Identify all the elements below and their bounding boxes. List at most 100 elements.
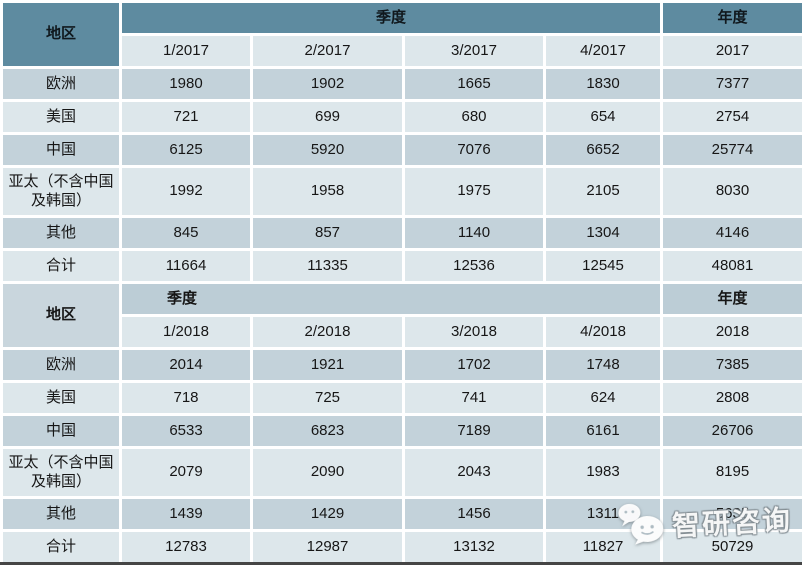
data-cell: 680 — [402, 99, 546, 135]
data-cell: 5635 — [660, 496, 802, 532]
data-cell: 725 — [250, 380, 405, 416]
data-cell: 6161 — [542, 413, 664, 449]
quarter-column-label: 1/2017 — [119, 33, 253, 69]
region-cell: 合计 — [0, 529, 122, 565]
header-cell-year: 年度 — [660, 281, 802, 317]
data-cell: 1429 — [250, 496, 405, 532]
data-cell: 12545 — [542, 248, 664, 284]
table-row: 欧洲 2014 1921 1702 1748 7385 — [0, 347, 802, 383]
data-cell: 26706 — [660, 413, 802, 449]
data-cell: 11335 — [250, 248, 405, 284]
data-cell: 857 — [250, 215, 405, 251]
data-cell: 48081 — [660, 248, 802, 284]
data-cell: 2014 — [119, 347, 253, 383]
year-column-label: 2017 — [660, 33, 802, 69]
data-cell: 741 — [402, 380, 546, 416]
region-cell: 中国 — [0, 132, 122, 168]
region-cell: 美国 — [0, 99, 122, 135]
data-cell: 1975 — [402, 165, 546, 218]
data-cell: 1439 — [119, 496, 253, 532]
table-row: 合计 11664 11335 12536 12545 48081 — [0, 248, 802, 284]
data-cell: 1902 — [250, 66, 405, 102]
data-cell: 8195 — [660, 446, 802, 499]
data-cell: 13132 — [402, 529, 546, 565]
region-cell: 亚太（不含中国及韩国） — [0, 165, 122, 218]
data-cell: 7189 — [402, 413, 546, 449]
data-cell: 1304 — [542, 215, 664, 251]
data-cell: 11664 — [119, 248, 253, 284]
data-cell: 1992 — [119, 165, 253, 218]
data-cell: 2090 — [250, 446, 405, 499]
year-column-label: 2018 — [660, 314, 802, 350]
data-cell: 5920 — [250, 132, 405, 168]
data-cell: 1702 — [402, 347, 546, 383]
data-cell: 2105 — [542, 165, 664, 218]
data-cell: 1980 — [119, 66, 253, 102]
header-cell-region: 地区 — [0, 0, 122, 69]
quarter-column-label: 2/2017 — [250, 33, 405, 69]
region-cell: 其他 — [0, 215, 122, 251]
data-cell: 12536 — [402, 248, 546, 284]
data-cell: 7377 — [660, 66, 802, 102]
quarter-column-label: 3/2017 — [402, 33, 546, 69]
data-cell: 1311 — [542, 496, 664, 532]
header-cell-quarter: 季度 — [118, 0, 664, 36]
data-cell: 7076 — [402, 132, 546, 168]
data-cell: 1983 — [542, 446, 664, 499]
data-cell: 50729 — [660, 529, 802, 565]
data-cell: 1830 — [542, 66, 664, 102]
data-cell: 2079 — [119, 446, 253, 499]
data-cell: 7385 — [660, 347, 802, 383]
region-cell: 其他 — [0, 496, 122, 532]
header-cell-region: 地区 — [0, 281, 122, 350]
data-cell: 699 — [250, 99, 405, 135]
data-cell: 12783 — [119, 529, 253, 565]
table-row: 亚太（不含中国及韩国） 2079 2090 2043 1983 8195 — [0, 446, 802, 499]
table-row: 其他 845 857 1140 1304 4146 — [0, 215, 802, 251]
quarter-column-label: 4/2017 — [542, 33, 664, 69]
bottom-border-line — [0, 562, 802, 565]
data-cell: 25774 — [660, 132, 802, 168]
header-cell-year: 年度 — [660, 0, 802, 36]
region-cell: 欧洲 — [0, 66, 122, 102]
quarter-column-label: 1/2018 — [119, 314, 253, 350]
table-row: 美国 718 725 741 624 2808 — [0, 380, 802, 416]
data-cell: 845 — [119, 215, 253, 251]
data-cell: 721 — [119, 99, 253, 135]
data-cell: 1140 — [402, 215, 546, 251]
header-cell-quarter: 季度 — [118, 281, 664, 317]
data-cell: 12987 — [250, 529, 405, 565]
section-1-subheader-row: 1/2017 2/2017 3/2017 4/2017 2017 — [2, 33, 802, 69]
data-cell: 6125 — [119, 132, 253, 168]
data-cell: 624 — [542, 380, 664, 416]
data-cell: 4146 — [660, 215, 802, 251]
section-1-header-row: 地区 季度 年度 — [0, 0, 802, 69]
data-cell: 1748 — [542, 347, 664, 383]
data-cell: 2043 — [402, 446, 546, 499]
data-cell: 6823 — [250, 413, 405, 449]
quarter-column-label: 3/2018 — [402, 314, 546, 350]
quarter-column-label: 2/2018 — [250, 314, 405, 350]
data-cell: 1958 — [250, 165, 405, 218]
region-cell: 中国 — [0, 413, 122, 449]
data-cell: 718 — [119, 380, 253, 416]
table-row: 合计 12783 12987 13132 11827 50729 — [0, 529, 802, 565]
data-cell: 654 — [542, 99, 664, 135]
table-row: 美国 721 699 680 654 2754 — [0, 99, 802, 135]
region-cell: 欧洲 — [0, 347, 122, 383]
region-cell: 美国 — [0, 380, 122, 416]
region-cell: 合计 — [0, 248, 122, 284]
quarter-column-label: 4/2018 — [542, 314, 664, 350]
table-row: 中国 6125 5920 7076 6652 25774 — [0, 132, 802, 168]
region-cell: 亚太（不含中国及韩国） — [0, 446, 122, 499]
data-cell: 1921 — [250, 347, 405, 383]
data-cell: 2754 — [660, 99, 802, 135]
data-cell: 6533 — [119, 413, 253, 449]
data-cell: 6652 — [542, 132, 664, 168]
data-cell: 2808 — [660, 380, 802, 416]
data-cell: 8030 — [660, 165, 802, 218]
table-row: 亚太（不含中国及韩国） 1992 1958 1975 2105 8030 — [0, 165, 802, 218]
table-row: 中国 6533 6823 7189 6161 26706 — [0, 413, 802, 449]
